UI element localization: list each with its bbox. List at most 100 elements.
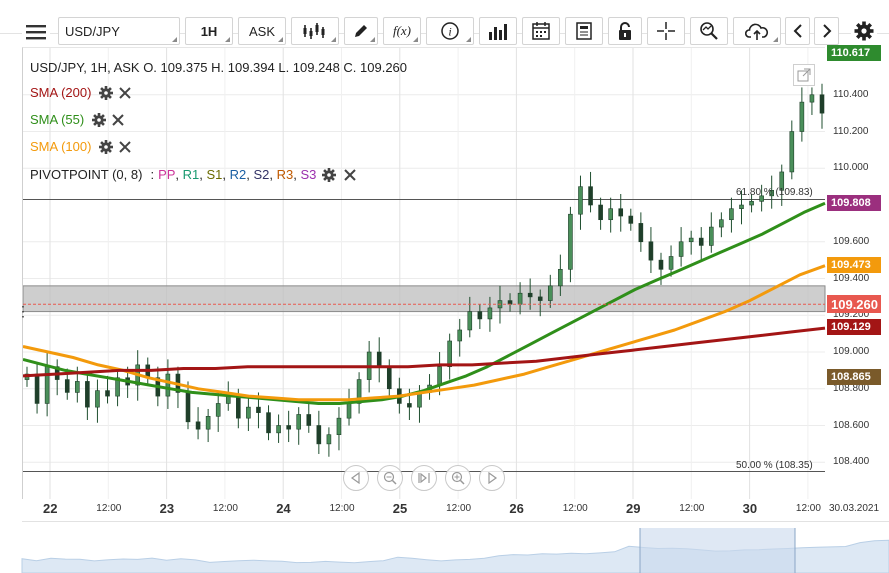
candle-body <box>457 329 463 342</box>
document-icon <box>576 22 592 40</box>
pivot-r2: R2 <box>229 167 247 182</box>
x-tick-label: 22 <box>43 501 58 516</box>
symbol-label: USD/JPY <box>65 23 120 39</box>
lock-icon <box>619 22 631 40</box>
y-tick-label: 109.400 <box>833 272 870 284</box>
gear-icon[interactable] <box>92 112 107 127</box>
candle-body <box>447 340 452 368</box>
candlestick-icon <box>303 23 325 39</box>
pivot-s1: S1 <box>206 167 223 182</box>
sma-line-55 <box>22 201 826 405</box>
candle-body <box>628 215 634 224</box>
candle-body <box>558 269 563 287</box>
close-icon[interactable] <box>112 113 124 126</box>
info-button[interactable]: i <box>426 17 474 45</box>
candle-body <box>326 434 332 445</box>
candle-body <box>487 307 493 320</box>
fib-lower-label: 50.00 % (108.35) <box>736 460 813 471</box>
candle-body <box>246 406 251 419</box>
scroll-right-button[interactable] <box>479 465 505 491</box>
candle-body <box>799 101 805 132</box>
draw-tool-button[interactable] <box>344 17 378 45</box>
candle-body <box>316 425 322 445</box>
candle-body <box>658 259 664 270</box>
x-tick-label: 12:00 <box>679 503 705 514</box>
candle-body <box>477 311 483 320</box>
zoom-out-button[interactable] <box>377 465 403 491</box>
close-icon[interactable] <box>344 168 357 181</box>
y-tick-label: 110.000 <box>833 162 869 174</box>
symbol-select[interactable]: USD/JPY <box>58 17 180 45</box>
calendar-button[interactable] <box>522 17 560 45</box>
price-tag-pp: 109.808 <box>827 195 881 211</box>
price-side-label: ASK <box>248 23 275 39</box>
candle-body <box>407 403 412 408</box>
close-icon[interactable] <box>119 86 132 99</box>
candle-body <box>578 186 583 215</box>
nav-forward-button[interactable] <box>814 17 839 45</box>
menu-icon[interactable] <box>22 18 50 46</box>
candle-body <box>296 414 302 430</box>
candle-body <box>356 379 362 404</box>
drag-handle-icon[interactable]: ⋮ <box>16 303 30 319</box>
pivot-r3: R3 <box>276 167 294 182</box>
price-side-select[interactable]: ASK <box>238 17 286 45</box>
zoom-in-icon <box>451 471 465 485</box>
upload-button[interactable] <box>733 17 781 45</box>
chart-plot-area <box>22 47 825 499</box>
candle-body <box>75 381 80 393</box>
y-tick-label: 108.800 <box>833 382 870 394</box>
candle-body <box>276 425 281 434</box>
close-icon[interactable] <box>119 140 132 153</box>
candle-body <box>789 131 795 173</box>
fx-icon: f(x) <box>392 23 412 38</box>
chart-type-button[interactable] <box>291 17 339 45</box>
svg-text:i: i <box>448 25 451 39</box>
crosshair-button[interactable] <box>647 17 685 45</box>
zoom-icon <box>700 22 718 40</box>
price-tag-high: 110.617 <box>827 45 881 61</box>
y-tick-label: 109.600 <box>833 235 870 247</box>
nav-back-button[interactable] <box>785 17 810 45</box>
gear-icon[interactable] <box>322 167 337 182</box>
candle-body <box>648 241 654 261</box>
candle-body <box>769 190 774 197</box>
scroll-left-button[interactable] <box>343 465 369 491</box>
gear-icon[interactable] <box>99 139 114 154</box>
candle-body <box>779 171 785 191</box>
candle-body <box>85 381 90 408</box>
overview-navigator[interactable] <box>22 521 889 573</box>
timeframe-select[interactable]: 1H <box>185 17 233 45</box>
expand-icon[interactable] <box>793 64 815 86</box>
x-tick-label: 12:00 <box>562 503 588 514</box>
candle-body <box>64 379 70 393</box>
candle-body <box>115 377 120 397</box>
crosshair-icon <box>657 22 675 40</box>
candle-body <box>688 237 694 243</box>
overview-area <box>21 528 889 573</box>
chart-grid <box>23 47 825 499</box>
candle-body <box>467 311 473 331</box>
y-tick-label: 108.600 <box>833 419 870 431</box>
reset-zoom-button[interactable] <box>411 465 437 491</box>
candle-body <box>719 219 724 228</box>
price-tag-sma200: 109.129 <box>827 319 881 335</box>
zoom-button[interactable] <box>690 17 728 45</box>
volume-button[interactable] <box>479 17 517 45</box>
candle-body <box>537 296 543 301</box>
candle-body <box>95 390 100 408</box>
pencil-icon <box>355 25 367 37</box>
settings-button[interactable] <box>851 17 877 45</box>
pivot-r1: R1 <box>182 167 200 182</box>
chevron-left-icon <box>793 24 802 38</box>
pivot-s2: S2 <box>253 167 270 182</box>
gear-icon[interactable] <box>99 85 114 100</box>
ohlc-legend: USD/JPY, 1H, ASK O. 109.375 H. 109.394 L… <box>30 60 408 75</box>
lock-button[interactable] <box>608 17 642 45</box>
candle-body <box>618 208 624 217</box>
zoom-in-button[interactable] <box>445 465 471 491</box>
indicators-button[interactable]: f(x) <box>383 17 421 45</box>
legend-sma-100: SMA (100) <box>30 139 132 154</box>
template-button[interactable] <box>565 17 603 45</box>
